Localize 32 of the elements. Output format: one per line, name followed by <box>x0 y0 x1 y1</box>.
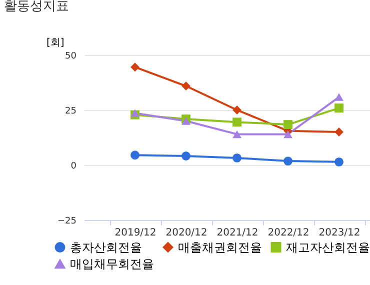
point <box>130 62 140 72</box>
point <box>130 150 140 160</box>
legend-label: 총자산회전율 <box>70 240 142 254</box>
point <box>182 152 190 160</box>
point <box>232 118 242 127</box>
point <box>334 157 344 166</box>
point <box>334 128 344 136</box>
chart-title: 활동성지표 <box>4 0 69 14</box>
y-tick-label: −25 <box>58 216 76 226</box>
y-tick-label: 0 <box>70 162 77 172</box>
y-tick-label: 25 <box>65 106 76 116</box>
point <box>334 93 344 101</box>
x-tick-label: 2019/12 <box>114 228 156 238</box>
point <box>232 153 242 162</box>
point <box>284 130 292 138</box>
point <box>182 117 190 125</box>
x-tick-label: 2023/12 <box>318 228 360 238</box>
y-tick-label: 50 <box>65 52 77 62</box>
legend-label: 매입채무회전율 <box>70 257 154 271</box>
x-tick-label: 2022/12 <box>268 228 310 238</box>
x-tick-label: 2021/12 <box>216 228 258 238</box>
point <box>232 106 242 114</box>
point <box>334 104 344 112</box>
y-axis-title: [회] <box>46 38 64 48</box>
point <box>130 109 140 117</box>
point <box>284 156 292 166</box>
legend-label: 매출채권회전율 <box>178 240 262 254</box>
x-tick-label: 2020/12 <box>166 228 208 238</box>
point <box>232 130 242 138</box>
point <box>182 82 190 90</box>
point <box>284 120 292 129</box>
legend-label: 재고자산회전율 <box>286 240 370 254</box>
